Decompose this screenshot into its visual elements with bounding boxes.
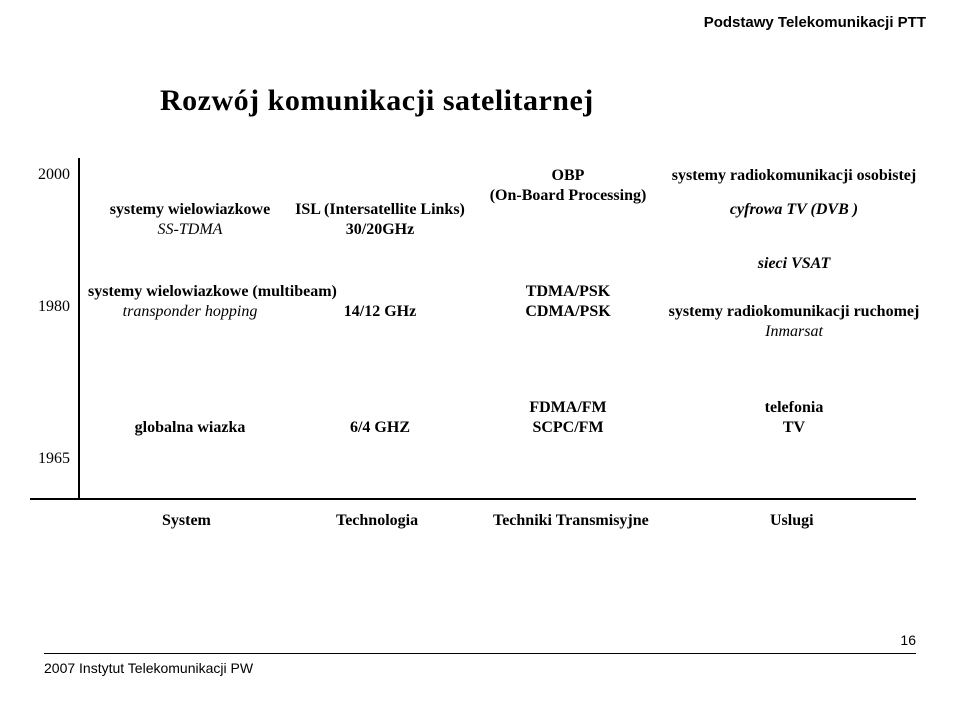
col-tech: Technologia xyxy=(336,512,418,530)
r2000-uslugi-l1: systemy radiokomunikacji osobistej xyxy=(654,166,934,186)
r2000-tech-l2: 30/20GHz xyxy=(290,220,470,240)
page-header: Podstawy Telekomunikacji PTT xyxy=(704,14,926,31)
r1965-tech-l1: 6/4 GHZ xyxy=(290,418,470,438)
axis-vertical xyxy=(78,158,80,498)
r1965-trans-l2: SCPC/FM xyxy=(478,418,658,438)
r1980-trans-l1: TDMA/PSK xyxy=(478,282,658,302)
r1980-uslugi-l1: systemy radiokomunikacji ruchomej xyxy=(654,302,934,322)
footer-divider xyxy=(44,653,916,654)
r2000-tech-l1: ISL (Intersatellite Links) xyxy=(290,200,470,220)
r1965-uslugi-l2: TV xyxy=(654,418,934,438)
r2000-uslugi-l3: sieci VSAT xyxy=(654,254,934,274)
year-2000: 2000 xyxy=(38,166,70,184)
r2000-trans-l2: (On-Board Processing) xyxy=(478,186,658,206)
page-title: Rozwój komunikacji satelitarnej xyxy=(160,84,594,118)
r1965-system-l1: globalna wiazka xyxy=(100,418,280,438)
r1980-uslugi-l2: Inmarsat xyxy=(654,322,934,342)
r1980-trans-l2: CDMA/PSK xyxy=(478,302,658,322)
year-1980: 1980 xyxy=(38,298,70,316)
col-uslugi: Uslugi xyxy=(770,512,814,530)
r2000-system-l2: SS-TDMA xyxy=(100,220,280,240)
col-system: System xyxy=(162,512,211,530)
axis-horizontal xyxy=(30,498,916,500)
footer-text: 2007 Instytut Telekomunikacji PW xyxy=(44,660,253,676)
r1965-uslugi-l1: telefonia xyxy=(654,398,934,418)
r2000-uslugi-l2: cyfrowa TV (DVB ) xyxy=(654,200,934,220)
r1965-trans-l1: FDMA/FM xyxy=(478,398,658,418)
page: Podstawy Telekomunikacji PTT Rozwój komu… xyxy=(0,0,960,704)
r1980-tech-l1: 14/12 GHz xyxy=(290,302,470,322)
r2000-system-l1: systemy wielowiazkowe xyxy=(100,200,280,220)
r1980-system-l1: systemy wielowiazkowe (multibeam) xyxy=(88,282,348,302)
r2000-trans-l1: OBP xyxy=(478,166,658,186)
col-trans: Techniki Transmisyjne xyxy=(493,512,649,530)
year-1965: 1965 xyxy=(38,450,70,468)
footer-page-number: 16 xyxy=(900,632,916,648)
r1980-system-l2: transponder hopping xyxy=(100,302,280,322)
